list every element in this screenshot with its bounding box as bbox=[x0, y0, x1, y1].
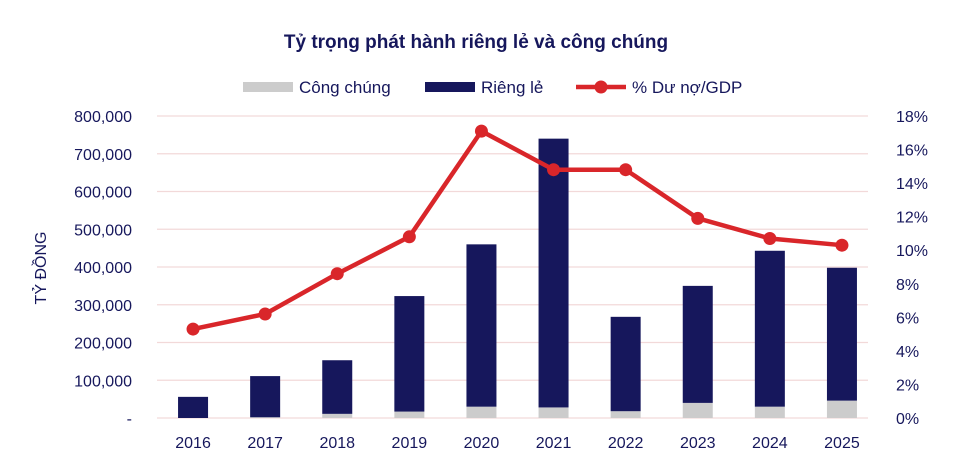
legend-marker bbox=[594, 80, 608, 94]
x-axis: 2016 2017 2018 2019 2020 2021 2022 2023 2024 2025 bbox=[175, 435, 860, 452]
bar-rieng-le bbox=[682, 285, 713, 403]
bar-cong-chung bbox=[682, 402, 713, 418]
x-tick-label: 2024 bbox=[752, 435, 788, 452]
y-tick-label: 200,000 bbox=[74, 336, 132, 353]
bar-cong-chung bbox=[826, 400, 857, 418]
line-point bbox=[835, 238, 849, 252]
y-right-tick-label: 14% bbox=[896, 176, 928, 193]
line-series bbox=[186, 124, 849, 336]
legend-swatch-cong-chung bbox=[243, 82, 293, 92]
legend-label-du-no-gdp: % Dư nợ/GDP bbox=[632, 78, 742, 97]
line-point bbox=[474, 124, 488, 138]
legend-label-cong-chung: Công chúng bbox=[299, 78, 391, 97]
x-tick-label: 2019 bbox=[392, 435, 428, 452]
y-right-tick-label: 16% bbox=[896, 143, 928, 160]
x-tick-label: 2023 bbox=[680, 435, 716, 452]
legend-swatch-rieng-le bbox=[425, 82, 475, 92]
y-tick-label: 600,000 bbox=[74, 185, 132, 202]
bar-rieng-le bbox=[610, 316, 641, 412]
y-tick-label: 300,000 bbox=[74, 298, 132, 315]
line-point bbox=[691, 211, 705, 225]
line-point bbox=[763, 231, 777, 245]
chart-title: Tỷ trọng phát hành riêng lẻ và công chún… bbox=[284, 32, 668, 53]
y-tick-label: 500,000 bbox=[74, 222, 132, 239]
x-tick-label: 2020 bbox=[464, 435, 500, 452]
bar-cong-chung bbox=[754, 406, 785, 418]
y-right-tick-label: 6% bbox=[896, 310, 919, 327]
y-right-tick-label: 4% bbox=[896, 344, 919, 361]
line-point bbox=[186, 322, 200, 336]
bar-rieng-le bbox=[322, 360, 353, 414]
legend: Công chúng Riêng lẻ % Dư nợ/GDP bbox=[243, 78, 742, 97]
y-right-tick-label: 18% bbox=[896, 109, 928, 126]
y-tick-label: 100,000 bbox=[74, 373, 132, 390]
bar-cong-chung bbox=[610, 411, 641, 418]
y-axis-label: TỶ ĐỒNG bbox=[31, 232, 50, 305]
bars bbox=[178, 138, 857, 418]
bar-rieng-le bbox=[466, 244, 497, 407]
bar-cong-chung bbox=[250, 417, 281, 418]
line-point bbox=[258, 307, 272, 321]
bar-rieng-le bbox=[178, 396, 209, 418]
bar-cong-chung bbox=[538, 407, 569, 418]
bar-cong-chung bbox=[322, 413, 353, 418]
y-tick-label: - bbox=[127, 411, 132, 428]
y-right-tick-label: 0% bbox=[896, 411, 919, 428]
line-point bbox=[547, 163, 561, 177]
y-tick-label: 700,000 bbox=[74, 147, 132, 164]
x-tick-label: 2017 bbox=[247, 435, 283, 452]
bar-rieng-le bbox=[250, 376, 281, 418]
bar-cong-chung bbox=[466, 406, 497, 418]
line-point bbox=[619, 163, 633, 177]
bar-rieng-le bbox=[538, 138, 569, 408]
x-tick-label: 2018 bbox=[319, 435, 355, 452]
x-tick-label: 2016 bbox=[175, 435, 211, 452]
y-right-tick-label: 10% bbox=[896, 243, 928, 260]
x-tick-label: 2022 bbox=[608, 435, 644, 452]
y-tick-label: 800,000 bbox=[74, 109, 132, 126]
y-tick-label: 400,000 bbox=[74, 260, 132, 277]
bar-rieng-le bbox=[754, 250, 785, 407]
line-point bbox=[330, 267, 344, 281]
y-right-tick-label: 2% bbox=[896, 377, 919, 394]
bar-rieng-le bbox=[394, 296, 425, 412]
line-point bbox=[402, 230, 416, 244]
y-right-tick-label: 12% bbox=[896, 210, 928, 227]
y-right-tick-label: 8% bbox=[896, 277, 919, 294]
y-axis-right: 0% 2% 4% 6% 8% 10% 12% 14% 16% 18% bbox=[896, 109, 928, 428]
x-tick-label: 2021 bbox=[536, 435, 572, 452]
y-axis-left: - 100,000 200,000 300,000 400,000 500,000 600,… bbox=[74, 109, 132, 428]
legend-label-rieng-le: Riêng lẻ bbox=[481, 78, 543, 97]
line-path bbox=[192, 128, 843, 332]
bar-cong-chung bbox=[394, 411, 425, 418]
bar-rieng-le bbox=[826, 267, 857, 401]
x-tick-label: 2025 bbox=[824, 435, 860, 452]
